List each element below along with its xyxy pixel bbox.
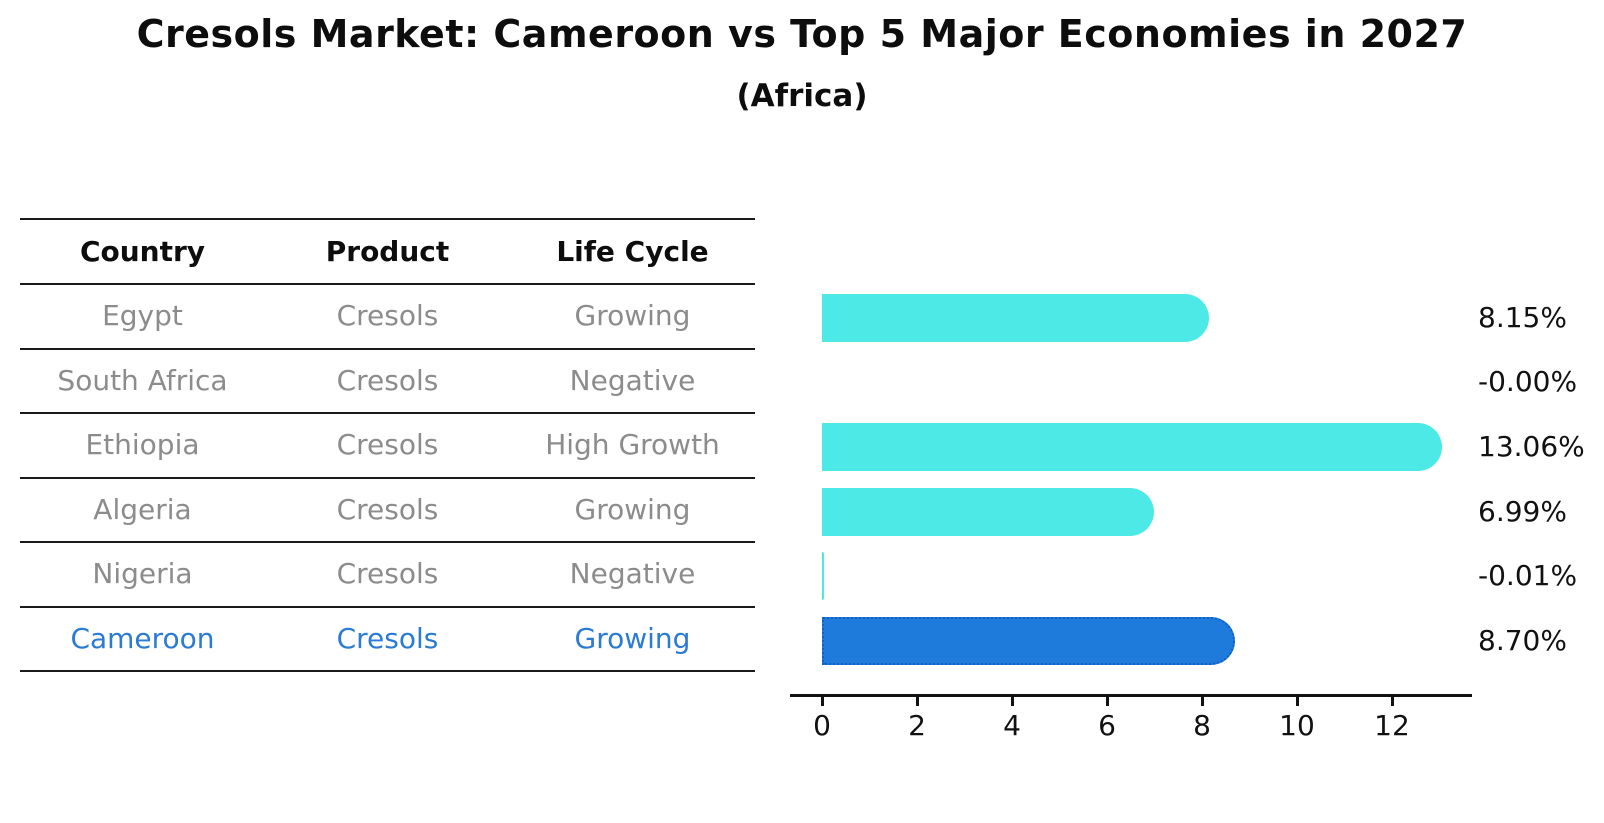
bar-egypt: [822, 294, 1210, 342]
comparison-table: Country Product Life Cycle Egypt Cresols…: [20, 218, 755, 672]
cell-life-cycle: High Growth: [545, 428, 720, 462]
x-axis-tick-label: 10: [1279, 709, 1315, 742]
table-header-product: Product: [325, 234, 450, 268]
table-header-row: Country Product Life Cycle: [20, 220, 755, 285]
cell-product: Cresols: [336, 299, 439, 333]
table-row-cameroon: Cameroon Cresols Growing: [20, 608, 755, 672]
cell-product: Cresols: [336, 428, 439, 462]
cell-product: Cresols: [336, 557, 439, 591]
cell-country: Cameroon: [70, 621, 215, 655]
cell-country: Nigeria: [92, 557, 193, 591]
x-axis-tick: [1010, 697, 1014, 706]
value-label-algeria: 6.99%: [1478, 495, 1567, 528]
bar-ethiopia: [822, 423, 1443, 471]
value-label-cameroon: 8.70%: [1478, 624, 1567, 657]
cell-life-cycle: Negative: [569, 557, 696, 591]
x-axis-tick-label: 8: [1193, 709, 1211, 742]
x-axis-tick: [1200, 697, 1204, 706]
bar-nigeria: [822, 552, 824, 600]
bar-cameroon: [822, 617, 1236, 665]
cell-country: Ethiopia: [85, 428, 200, 462]
cell-life-cycle: Negative: [569, 363, 696, 397]
x-axis-tick-label: 12: [1374, 709, 1410, 742]
chart-title: Cresols Market: Cameroon vs Top 5 Major …: [136, 12, 1468, 56]
x-axis-tick: [1105, 697, 1109, 706]
cell-country: Egypt: [102, 299, 183, 333]
cell-product: Cresols: [336, 621, 439, 655]
cell-life-cycle: Growing: [574, 621, 691, 655]
table-header-life-cycle: Life Cycle: [556, 234, 709, 268]
cell-product: Cresols: [336, 492, 439, 526]
x-axis-tick: [820, 697, 824, 706]
value-label-egypt: 8.15%: [1478, 301, 1567, 334]
x-axis-tick: [1295, 697, 1299, 706]
bar-algeria: [822, 488, 1154, 536]
x-axis-tick: [915, 697, 919, 706]
table-row-egypt: Egypt Cresols Growing: [20, 285, 755, 350]
chart-subtitle: (Africa): [736, 78, 868, 114]
x-axis-line: [790, 694, 1472, 697]
x-axis-tick: [1390, 697, 1394, 706]
x-axis-tick-label: 2: [908, 709, 926, 742]
cell-life-cycle: Growing: [574, 492, 691, 526]
cell-country: Algeria: [93, 492, 192, 526]
x-axis-tick-label: 6: [1098, 709, 1116, 742]
cell-life-cycle: Growing: [574, 299, 691, 333]
value-label-ethiopia: 13.06%: [1478, 430, 1585, 463]
table-header-country: Country: [79, 234, 206, 268]
value-label-south-africa: -0.00%: [1478, 365, 1578, 398]
x-axis-tick-label: 4: [1003, 709, 1021, 742]
cell-product: Cresols: [336, 363, 439, 397]
table-row-south-africa: South Africa Cresols Negative: [20, 350, 755, 414]
value-label-nigeria: -0.01%: [1478, 559, 1578, 592]
table-row-nigeria: Nigeria Cresols Negative: [20, 543, 755, 608]
x-axis-tick-label: 0: [813, 709, 831, 742]
table-row-ethiopia: Ethiopia Cresols High Growth: [20, 414, 755, 479]
cell-country: South Africa: [57, 363, 228, 397]
table-row-algeria: Algeria Cresols Growing: [20, 479, 755, 543]
